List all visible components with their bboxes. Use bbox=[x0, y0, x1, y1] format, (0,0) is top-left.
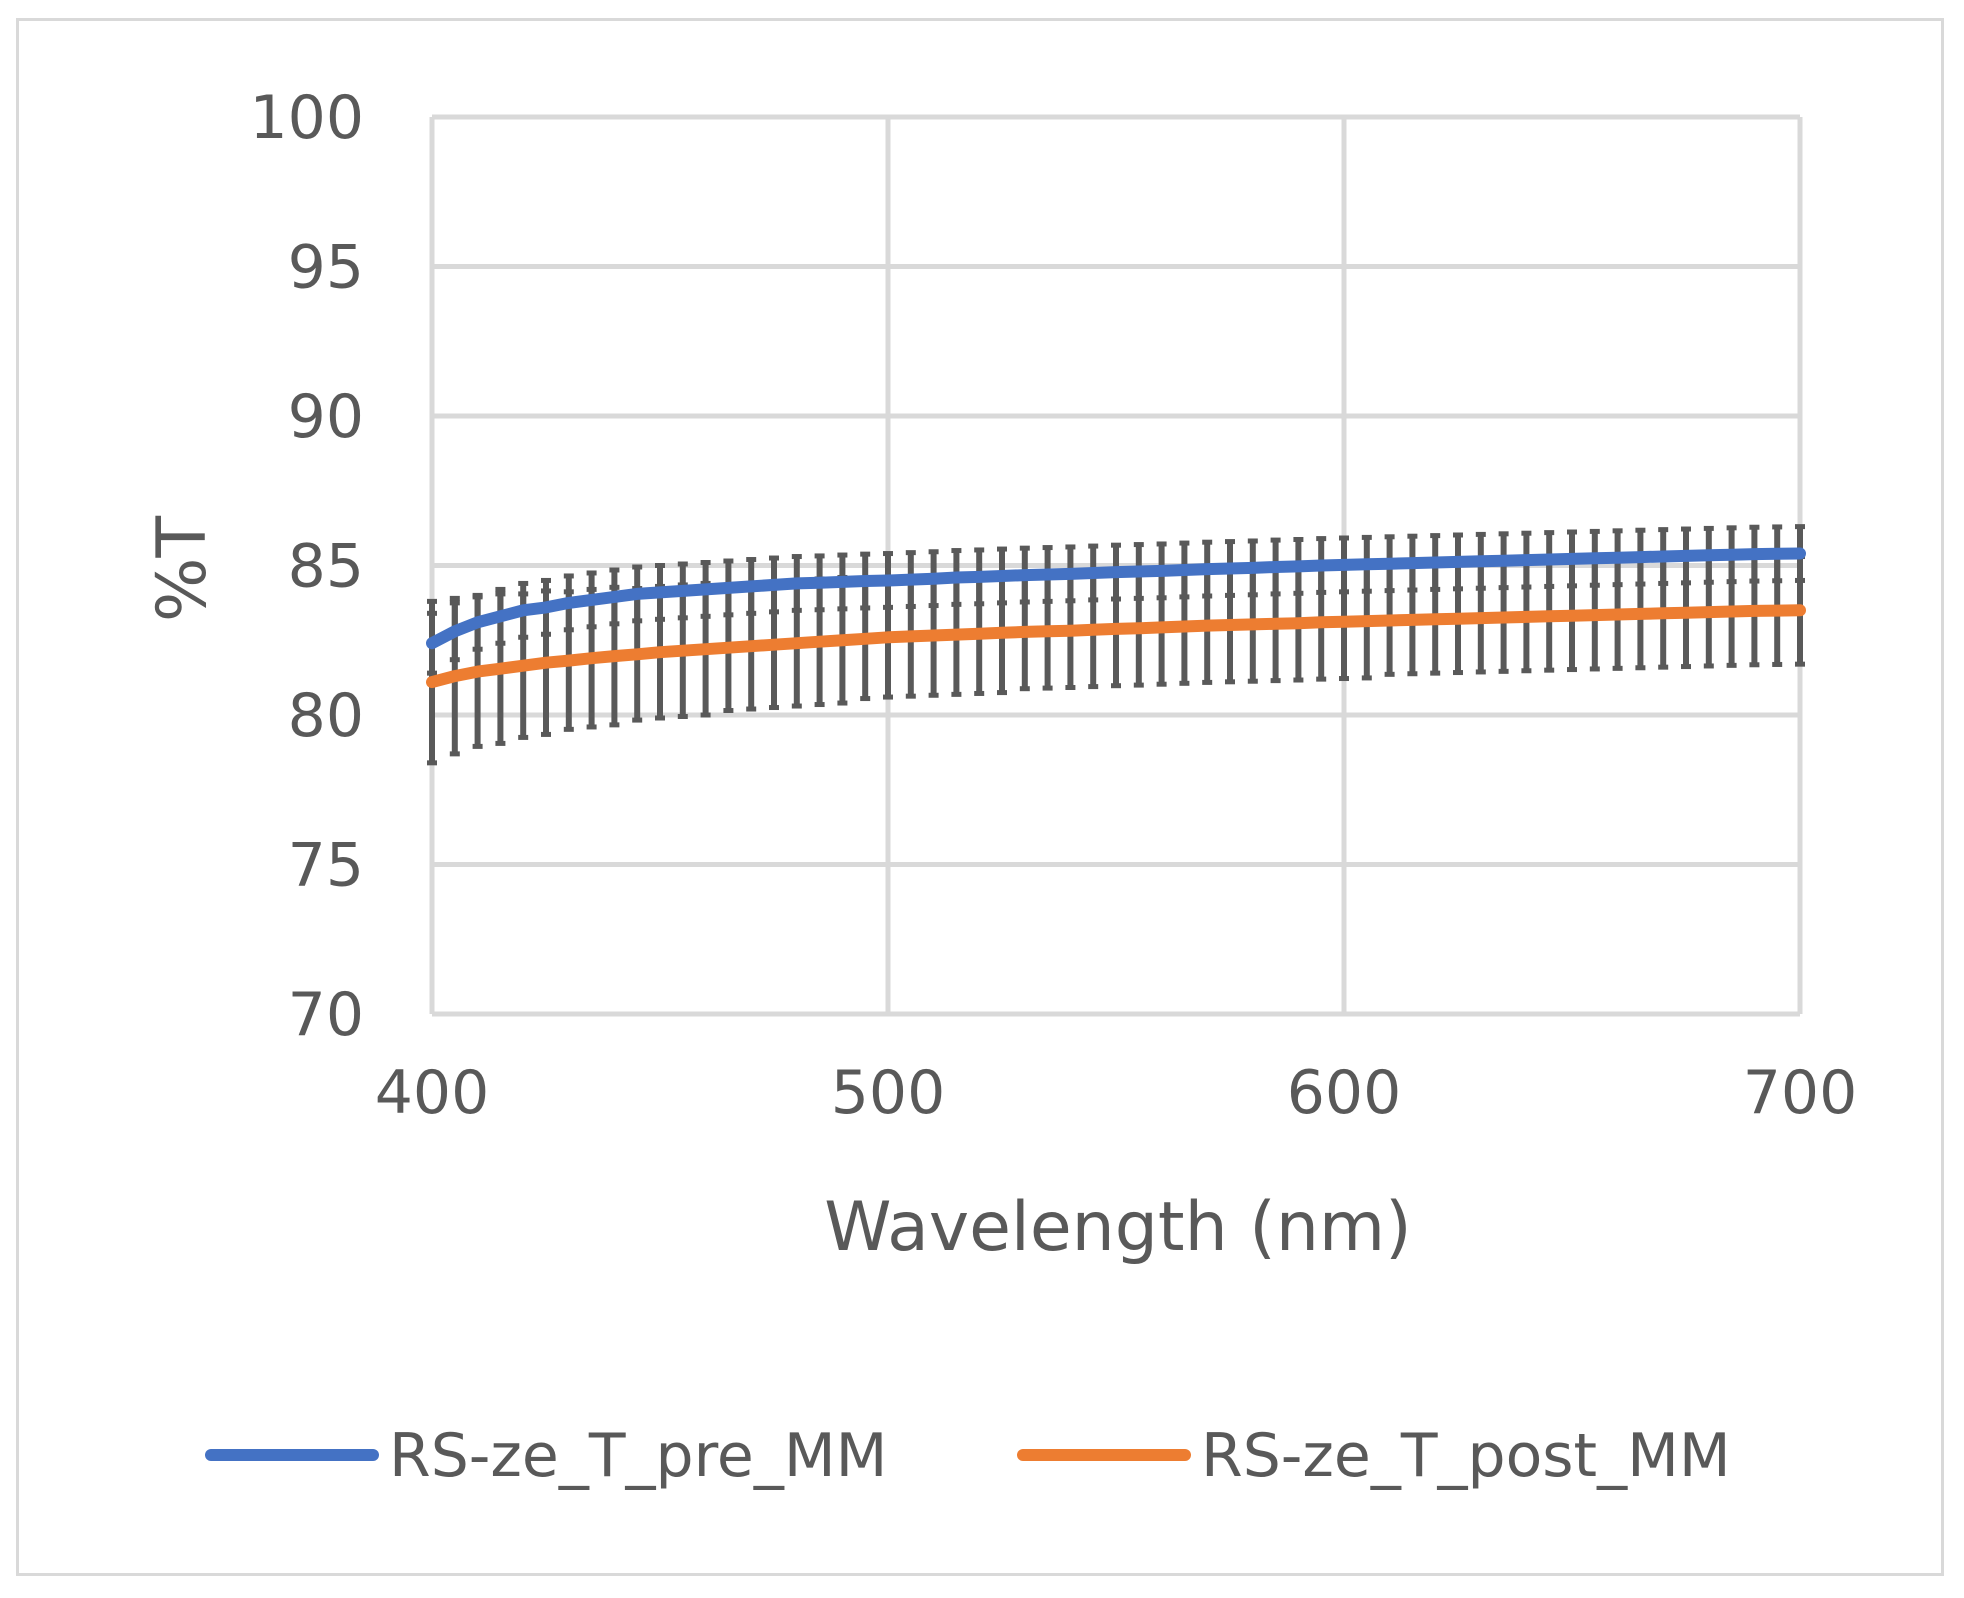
x-tick-label: 500 bbox=[831, 1058, 946, 1128]
legend-label-pre: RS-ze_T_pre_MM bbox=[389, 1421, 887, 1491]
series-line-pre bbox=[426, 547, 1806, 650]
x-tick-label: 600 bbox=[1287, 1058, 1402, 1128]
y-axis-ticks: 70 75 80 85 90 95 100 bbox=[249, 83, 364, 1050]
y-tick-label: 100 bbox=[249, 83, 364, 153]
x-tick-label: 400 bbox=[375, 1058, 490, 1128]
series-line-post bbox=[426, 604, 1806, 689]
series-lines bbox=[426, 547, 1806, 689]
chart-frame: 70 75 80 85 90 95 100 400 500 600 700 %T Waveleng… bbox=[16, 18, 1944, 1576]
y-tick-label: 95 bbox=[288, 233, 364, 303]
x-axis-title: Wavelength (nm) bbox=[824, 1188, 1411, 1267]
legend-label-post: RS-ze_T_post_MM bbox=[1201, 1421, 1731, 1491]
y-tick-label: 85 bbox=[288, 532, 364, 602]
x-axis-ticks: 400 500 600 700 bbox=[375, 1058, 1858, 1128]
y-tick-label: 80 bbox=[288, 681, 364, 751]
y-tick-label: 90 bbox=[288, 382, 364, 452]
y-tick-label: 75 bbox=[288, 831, 364, 901]
line-chart: 70 75 80 85 90 95 100 400 500 600 700 %T Waveleng… bbox=[143, 83, 1858, 1491]
y-tick-label: 70 bbox=[288, 980, 364, 1050]
x-tick-label: 700 bbox=[1743, 1058, 1858, 1128]
y-axis-title: %T bbox=[143, 515, 222, 622]
legend: RS-ze_T_pre_MM RS-ze_T_post_MM bbox=[205, 1421, 1731, 1491]
